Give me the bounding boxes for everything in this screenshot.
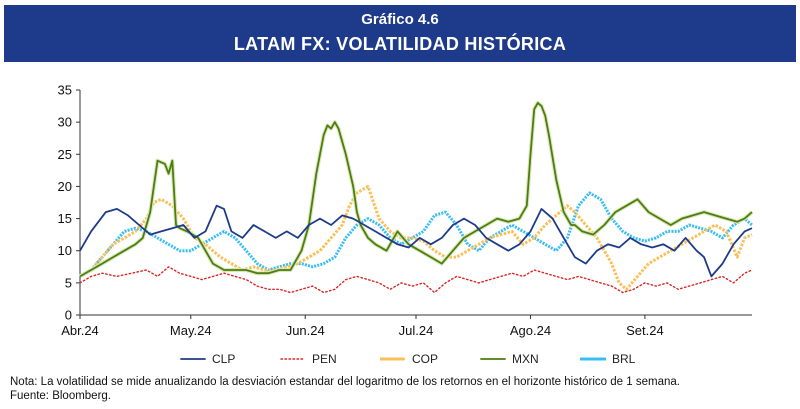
legend-swatch [579, 357, 607, 361]
legend-item-cop: COP [379, 351, 439, 366]
x-tick-label: Jul.24 [399, 323, 434, 338]
x-tick-label: Abr.24 [61, 323, 99, 338]
series-mxn-line [79, 102, 753, 278]
y-tick-label: 20 [58, 179, 72, 194]
legend-label: CLP [212, 351, 236, 366]
legend-item-mxn: MXN [480, 351, 539, 366]
y-tick-label: 0 [65, 308, 72, 323]
legend-item-brl: BRL [579, 351, 636, 366]
legend-label: PEN [312, 351, 337, 366]
y-tick-label: 10 [58, 243, 72, 258]
x-tick-label: Set.24 [626, 323, 664, 338]
y-tick-label: 25 [58, 147, 72, 162]
chart-header: Gráfico 4.6 LATAM FX: VOLATILIDAD HISTÓR… [4, 5, 796, 62]
legend-item-pen: PEN [280, 351, 337, 366]
legend-swatch [480, 357, 506, 360]
x-tick-label: May.24 [170, 323, 212, 338]
series-cop-line [79, 184, 753, 291]
x-tick-label: Jun.24 [286, 323, 325, 338]
note-text: Nota: La volatilidad se mide anualizando… [10, 376, 680, 388]
footnote: Nota: La volatilidad se mide anualizando… [10, 375, 680, 403]
y-tick-label: 5 [65, 275, 72, 290]
legend-item-clp: CLP [180, 351, 235, 366]
series-brl-line [79, 191, 753, 278]
legend-swatch [180, 357, 206, 360]
y-tick-label: 35 [58, 83, 72, 98]
x-tick-label: Ago.24 [510, 323, 551, 338]
source-text: Fuente: Bloomberg. [10, 390, 112, 402]
line-chart: 0 5 10 15 20 25 30 35 Abr.24 May.24 Jun.24 Jul.24 Ag… [58, 83, 754, 338]
y-tick-label: 15 [58, 211, 72, 226]
series-clp-line [79, 204, 753, 278]
legend-swatch [280, 358, 306, 360]
y-tick-label: 30 [58, 115, 72, 130]
series-pen-line [79, 266, 753, 294]
legend-label: COP [412, 351, 439, 366]
legend-label: MXN [512, 351, 539, 366]
chart-number: Gráfico 4.6 [361, 11, 439, 28]
chart-title: LATAM FX: VOLATILIDAD HISTÓRICA [233, 34, 567, 54]
legend-label: BRL [612, 351, 636, 366]
legend-swatch [379, 357, 407, 361]
